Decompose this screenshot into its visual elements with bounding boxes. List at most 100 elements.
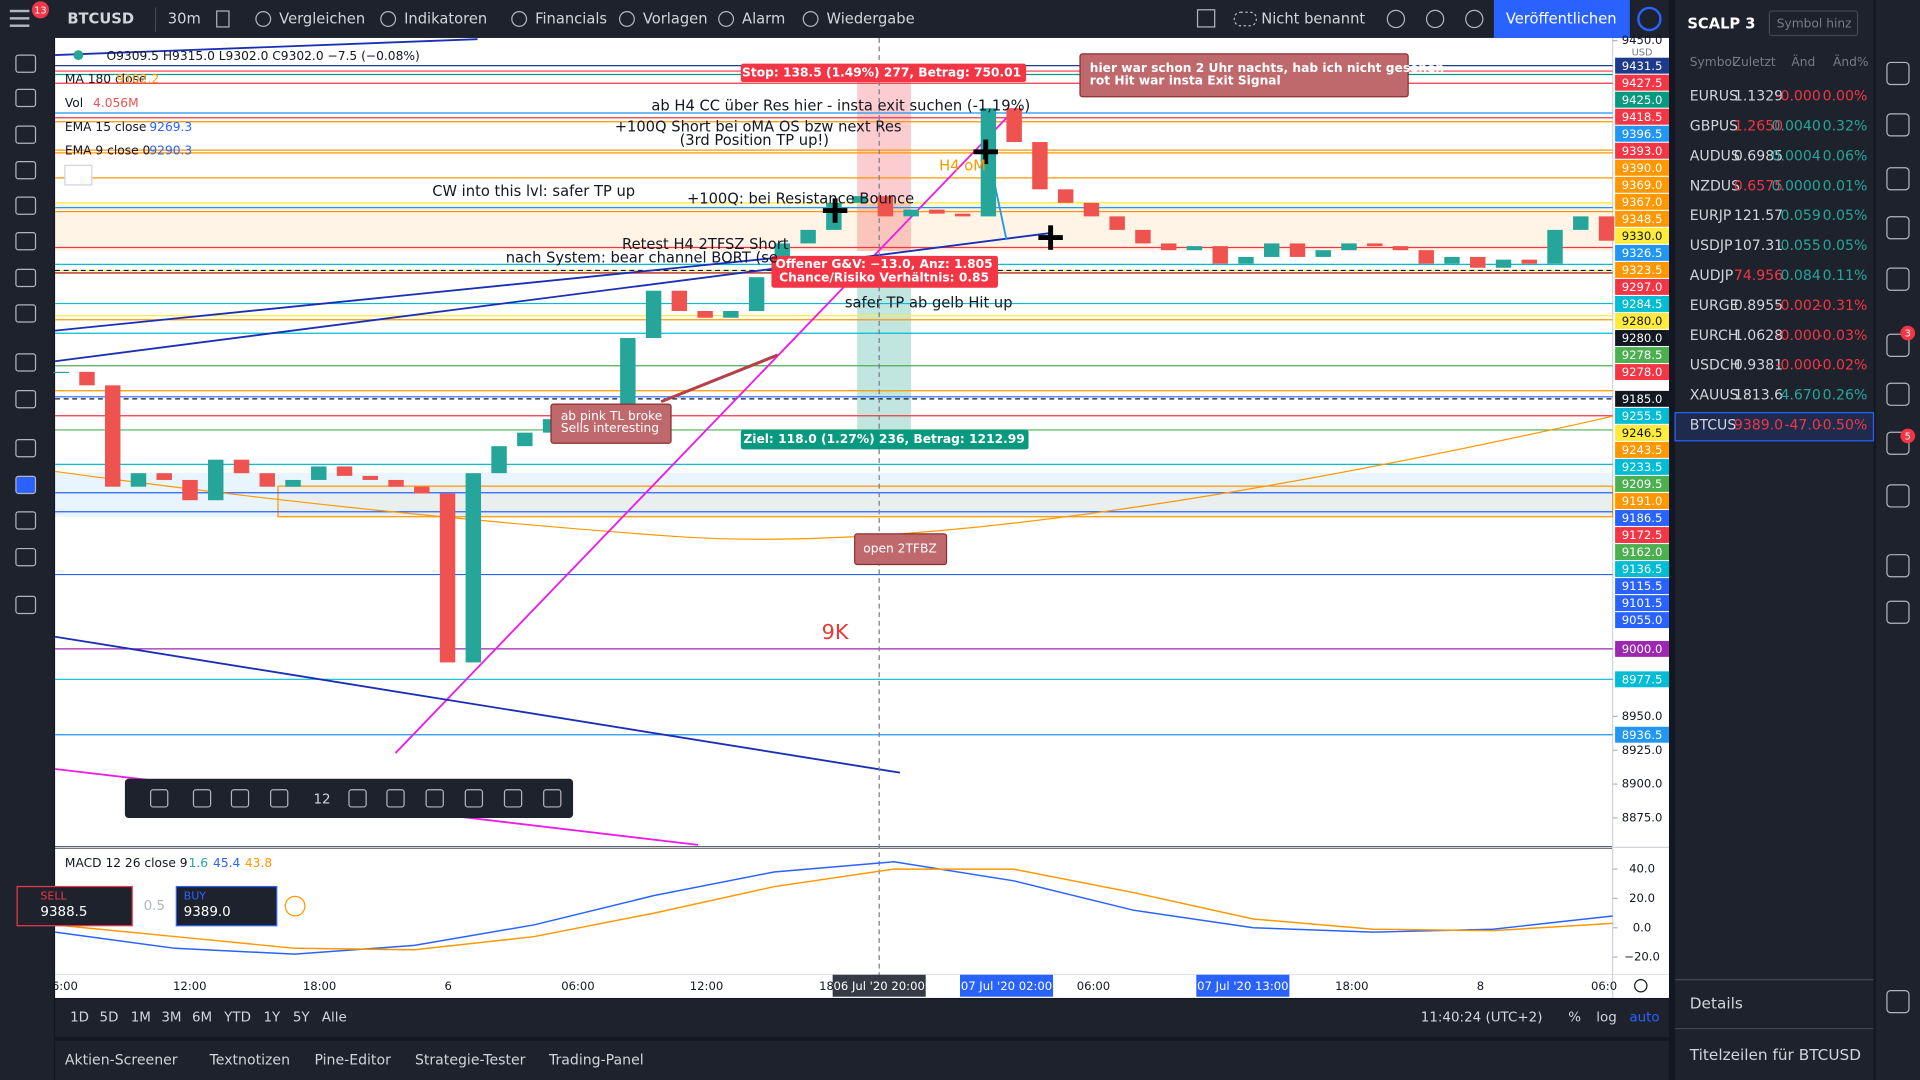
layout-icon[interactable] bbox=[1196, 9, 1216, 28]
draw-tool[interactable] bbox=[425, 789, 444, 808]
side-icon[interactable] bbox=[1886, 167, 1910, 191]
symbol-button[interactable]: BTCUSD bbox=[67, 11, 134, 28]
chart-type-button[interactable] bbox=[216, 10, 230, 28]
draw-tool[interactable] bbox=[386, 789, 405, 808]
toolbar-icon[interactable] bbox=[1465, 9, 1484, 29]
tool-icon[interactable] bbox=[15, 268, 37, 288]
column-header[interactable]: Änd bbox=[1791, 54, 1815, 69]
tool-icon[interactable] bbox=[15, 438, 37, 458]
collapse-button[interactable] bbox=[64, 164, 93, 186]
watchlist-title[interactable]: SCALP 3 bbox=[1687, 15, 1755, 32]
toolbar-button[interactable]: Wiedergabe bbox=[827, 11, 915, 28]
side-icon[interactable] bbox=[1886, 431, 1910, 455]
range-button[interactable]: YTD bbox=[223, 1011, 251, 1026]
tab[interactable]: Textnotizen bbox=[209, 1052, 290, 1068]
scale-option[interactable]: auto bbox=[1629, 1011, 1659, 1026]
column-header[interactable]: Symbol bbox=[1690, 55, 1736, 69]
tab[interactable]: Trading-Panel bbox=[548, 1052, 644, 1068]
label: 0.06% bbox=[1823, 148, 1868, 164]
range-button[interactable]: 5D bbox=[100, 1011, 119, 1026]
search-box[interactable] bbox=[1768, 10, 1859, 37]
candle bbox=[645, 290, 662, 339]
tab[interactable]: Strategie-Tester bbox=[415, 1052, 526, 1068]
side-icon[interactable] bbox=[1886, 990, 1910, 1014]
sell-panel[interactable] bbox=[16, 885, 133, 927]
side-icon[interactable] bbox=[1886, 216, 1910, 240]
range-button[interactable]: 1D bbox=[70, 1011, 89, 1026]
side-icon[interactable] bbox=[1886, 333, 1910, 357]
scale-option[interactable]: log bbox=[1596, 1011, 1617, 1026]
column-header[interactable]: Zuletzt bbox=[1733, 55, 1776, 69]
layout-name[interactable]: Nicht benannt bbox=[1261, 11, 1365, 28]
draw-tool[interactable] bbox=[270, 789, 289, 808]
tool-icon[interactable] bbox=[15, 353, 37, 372]
label: 0.5 bbox=[144, 899, 165, 914]
draw-tool[interactable] bbox=[464, 789, 484, 808]
buy-panel[interactable] bbox=[175, 885, 278, 927]
tool-icon[interactable] bbox=[15, 547, 37, 567]
tool-icon[interactable] bbox=[15, 54, 37, 73]
tool-icon[interactable] bbox=[15, 88, 37, 108]
side-icon[interactable] bbox=[1886, 484, 1910, 508]
label: -0.02% bbox=[1818, 358, 1868, 374]
toolbar-icon[interactable] bbox=[1425, 9, 1445, 29]
tab[interactable]: Aktien-Screener bbox=[65, 1052, 178, 1068]
headlines-button[interactable]: Titelzeilen für BTCUSD bbox=[1689, 1046, 1861, 1064]
side-icon[interactable] bbox=[1886, 61, 1910, 86]
draw-tool[interactable] bbox=[150, 789, 169, 808]
toolbar-button[interactable]: Indikatoren bbox=[404, 11, 487, 28]
tool-icon[interactable] bbox=[15, 161, 37, 180]
side-icon[interactable] bbox=[1886, 382, 1910, 406]
tool-icon[interactable] bbox=[15, 125, 37, 144]
draw-tool[interactable] bbox=[503, 789, 523, 808]
details-button[interactable]: Details bbox=[1690, 995, 1743, 1013]
tool-icon[interactable] bbox=[15, 304, 37, 323]
label: EURJP bbox=[1690, 208, 1732, 224]
scale-option[interactable]: % bbox=[1568, 1011, 1581, 1026]
column-header[interactable]: Änd% bbox=[1833, 54, 1869, 69]
toolbar-button[interactable]: Alarm bbox=[742, 11, 785, 28]
side-icon[interactable] bbox=[1886, 113, 1910, 137]
time-label: 12:00 bbox=[690, 979, 724, 993]
play-button[interactable] bbox=[1637, 6, 1662, 32]
tool-icon[interactable] bbox=[15, 475, 37, 495]
macd-value: 45.4 bbox=[213, 856, 240, 870]
indicator-value: 9102.2 bbox=[116, 72, 159, 86]
range-button[interactable]: 6M bbox=[192, 1011, 212, 1026]
toolbar-button[interactable]: Financials bbox=[535, 11, 607, 28]
publish-button[interactable] bbox=[1493, 0, 1630, 38]
toolbar-icon[interactable] bbox=[1386, 9, 1406, 29]
info-icon[interactable] bbox=[284, 895, 306, 917]
draw-tool[interactable] bbox=[230, 789, 250, 808]
label: 0.059 bbox=[1781, 208, 1821, 224]
label: 5 bbox=[1905, 432, 1911, 443]
range-button[interactable]: 1M bbox=[131, 1011, 151, 1026]
draw-tool[interactable] bbox=[192, 789, 212, 808]
menu-button[interactable] bbox=[9, 9, 30, 13]
price-label-bg bbox=[1615, 347, 1669, 363]
tool-icon[interactable] bbox=[15, 511, 37, 530]
tool-icon[interactable] bbox=[15, 196, 37, 215]
label: EURCH bbox=[1690, 328, 1739, 344]
range-button[interactable]: 5Y bbox=[293, 1011, 311, 1026]
tool-icon[interactable] bbox=[15, 595, 37, 615]
interval-button[interactable]: 30m bbox=[168, 11, 201, 28]
toolbar-button[interactable]: Vorlagen bbox=[643, 11, 708, 28]
settings-icon[interactable] bbox=[1634, 978, 1648, 993]
tool-icon[interactable] bbox=[15, 390, 37, 409]
candle bbox=[1212, 246, 1228, 264]
label: EURGE bbox=[1690, 298, 1739, 314]
side-icon[interactable] bbox=[1886, 554, 1910, 578]
draw-tool[interactable] bbox=[543, 789, 562, 808]
toolbar-button[interactable]: Vergleichen bbox=[279, 11, 365, 28]
candle bbox=[954, 213, 971, 217]
draw-tool[interactable] bbox=[348, 789, 367, 808]
range-button[interactable]: 3M bbox=[161, 1011, 181, 1026]
side-icon[interactable] bbox=[1886, 600, 1910, 624]
side-icon[interactable] bbox=[1886, 267, 1910, 291]
tool-icon[interactable] bbox=[15, 232, 37, 251]
size-select[interactable]: 12 bbox=[313, 793, 330, 808]
tab[interactable]: Pine-Editor bbox=[314, 1052, 391, 1068]
range-button[interactable]: 1Y bbox=[263, 1011, 281, 1026]
range-button[interactable]: Alle bbox=[322, 1011, 347, 1026]
